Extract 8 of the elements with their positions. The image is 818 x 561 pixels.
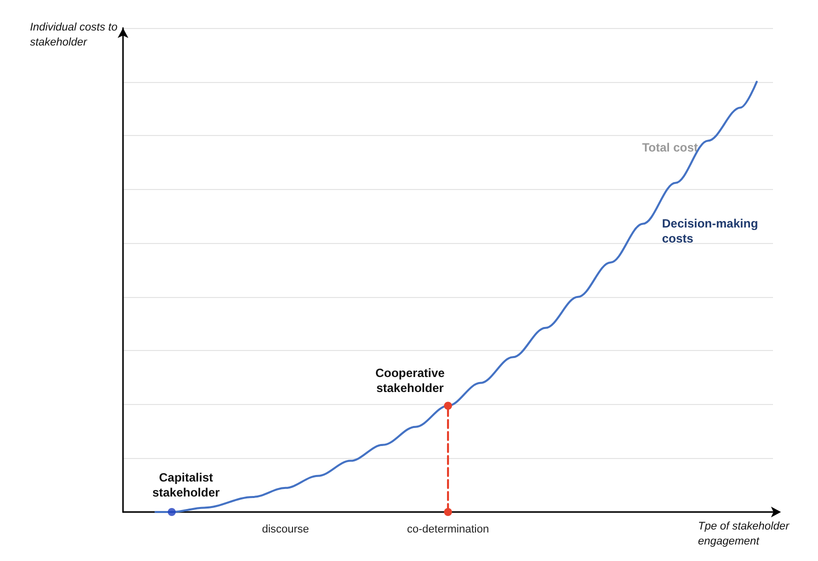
x-axis-title: Tpe of stakeholder engagement xyxy=(698,520,790,548)
y-axis-title: Individual costs to stakeholder xyxy=(30,22,118,48)
annotation: Total cost xyxy=(642,140,698,154)
annotation: Cooperative stakeholder xyxy=(375,366,445,396)
x-tick-label: co-determination xyxy=(407,524,489,536)
annotation: Decision-making costs xyxy=(662,216,758,246)
annotation: Capitalist stakeholder xyxy=(152,470,220,500)
x-tick-label: discourse xyxy=(262,524,310,536)
